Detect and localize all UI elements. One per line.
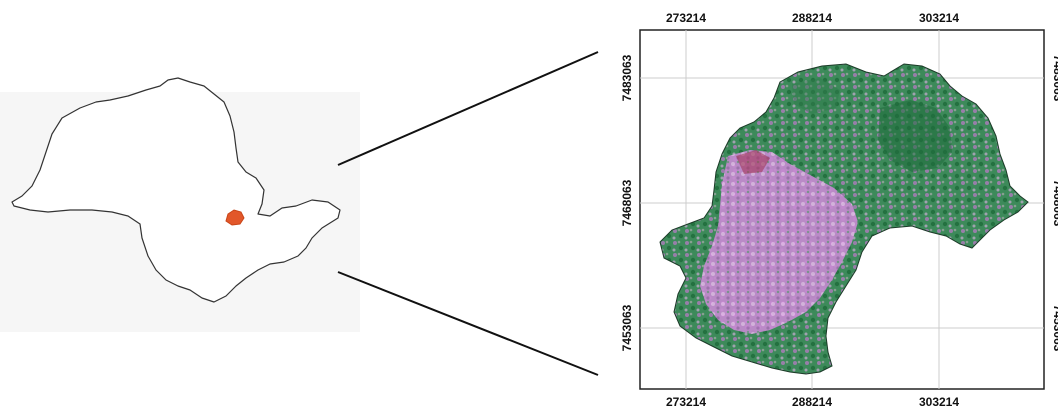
highlighted-area bbox=[225, 209, 245, 226]
x-tick-top-2: 288214 bbox=[792, 11, 832, 25]
y-tick-left-3: 7453063 bbox=[620, 304, 634, 351]
connector-line-bottom bbox=[337, 271, 599, 376]
x-tick-top-1: 273214 bbox=[666, 11, 706, 25]
y-tick-right-3: 7453063 bbox=[1051, 305, 1058, 352]
x-tick-bottom-3: 303214 bbox=[919, 395, 959, 409]
connector-line-top bbox=[337, 51, 599, 166]
y-tick-left-2: 7468063 bbox=[620, 179, 634, 226]
x-tick-bottom-2: 288214 bbox=[792, 395, 832, 409]
x-tick-labels-top: 273214 288214 303214 bbox=[666, 11, 959, 25]
forest-patch-east bbox=[878, 100, 952, 172]
y-tick-labels-right: 7483063 7468063 7453063 bbox=[1051, 55, 1058, 352]
y-tick-right-1: 7483063 bbox=[1051, 55, 1058, 102]
urban-core bbox=[700, 150, 858, 334]
detail-map: 273214 288214 303214 273214 288214 30321… bbox=[620, 11, 1058, 409]
forest-patch-north bbox=[792, 78, 840, 114]
x-tick-top-3: 303214 bbox=[919, 11, 959, 25]
red-patch bbox=[736, 150, 770, 174]
state-outline bbox=[11, 77, 341, 303]
y-tick-left-1: 7483063 bbox=[620, 54, 634, 101]
x-tick-bottom-1: 273214 bbox=[666, 395, 706, 409]
x-tick-labels-bottom: 273214 288214 303214 bbox=[666, 395, 959, 409]
y-tick-right-2: 7468063 bbox=[1051, 180, 1058, 227]
y-tick-labels-left: 7483063 7468063 7453063 bbox=[620, 54, 634, 351]
